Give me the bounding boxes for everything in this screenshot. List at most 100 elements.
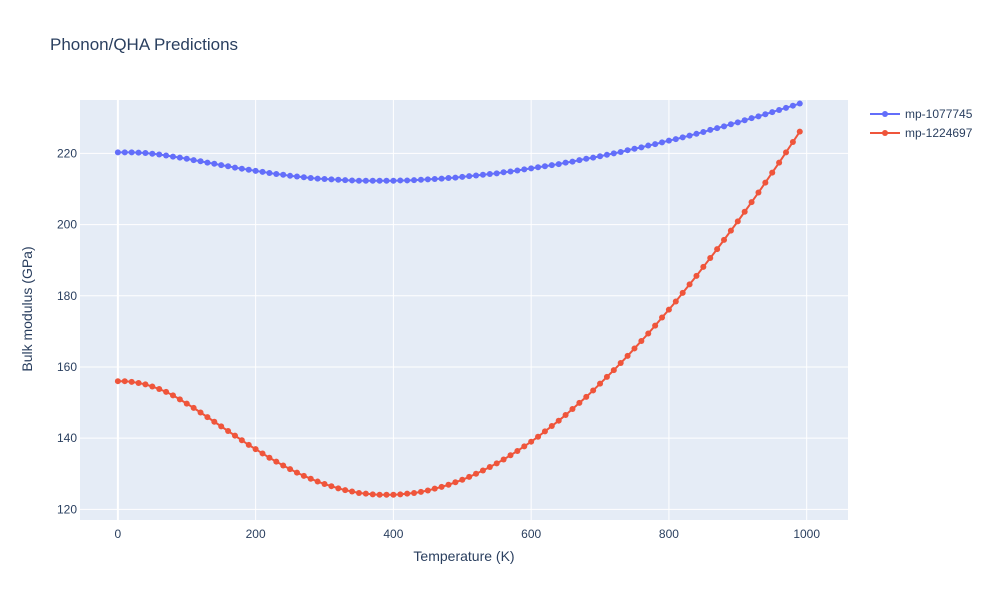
data-point xyxy=(231,164,238,171)
data-point xyxy=(686,132,693,139)
data-point xyxy=(693,130,700,137)
data-point xyxy=(169,392,176,399)
data-point xyxy=(672,298,679,305)
data-point xyxy=(452,174,459,181)
x-tick-label: 800 xyxy=(659,527,679,541)
legend-item[interactable]: mp-1077745 xyxy=(870,107,973,121)
data-point xyxy=(225,428,232,435)
data-point xyxy=(652,141,659,148)
data-point xyxy=(638,144,645,151)
data-point xyxy=(583,393,590,400)
data-point xyxy=(617,148,624,155)
data-point xyxy=(149,150,156,157)
data-point xyxy=(204,159,211,166)
data-point xyxy=(631,345,638,352)
y-tick-label: 220 xyxy=(57,146,77,160)
data-point xyxy=(328,176,335,183)
data-point xyxy=(714,125,721,132)
data-point xyxy=(727,227,734,234)
series-mp-1224697 xyxy=(114,128,803,498)
data-point xyxy=(438,175,445,182)
data-point xyxy=(769,109,776,116)
data-point xyxy=(693,272,700,279)
data-point xyxy=(404,177,411,184)
data-point xyxy=(438,483,445,490)
data-point xyxy=(355,489,362,496)
data-point xyxy=(431,485,438,492)
data-point xyxy=(183,400,190,407)
data-point xyxy=(238,165,245,172)
data-point xyxy=(293,469,300,476)
legend-item[interactable]: mp-1224697 xyxy=(870,126,973,140)
data-point xyxy=(486,171,493,178)
data-point xyxy=(700,129,707,136)
y-tick-label: 140 xyxy=(57,431,77,445)
data-point xyxy=(245,441,252,448)
data-point xyxy=(280,171,287,178)
data-point xyxy=(507,452,514,459)
data-point xyxy=(479,171,486,178)
data-point xyxy=(397,491,404,498)
data-point xyxy=(390,177,397,184)
data-point xyxy=(273,171,280,178)
data-point xyxy=(700,263,707,270)
data-point xyxy=(541,428,548,435)
data-point xyxy=(610,150,617,157)
data-point xyxy=(404,490,411,497)
data-point xyxy=(300,174,307,181)
data-point xyxy=(479,467,486,474)
data-point xyxy=(156,151,163,158)
data-point xyxy=(721,236,728,243)
data-point xyxy=(314,175,321,182)
data-point xyxy=(204,414,211,421)
x-tick-label: 200 xyxy=(246,527,266,541)
legend: mp-1077745 mp-1224697 xyxy=(870,107,973,140)
data-point xyxy=(252,446,259,453)
data-point xyxy=(280,462,287,469)
data-point xyxy=(459,173,466,180)
data-point xyxy=(314,478,321,485)
data-point xyxy=(500,169,507,176)
data-point xyxy=(225,163,232,170)
data-point xyxy=(466,173,473,180)
data-point xyxy=(541,163,548,170)
x-tick-label: 400 xyxy=(383,527,403,541)
data-point xyxy=(521,166,528,173)
data-point xyxy=(603,151,610,158)
data-point xyxy=(645,142,652,149)
data-point xyxy=(548,162,555,169)
data-point xyxy=(528,438,535,445)
data-point xyxy=(576,399,583,406)
data-point xyxy=(383,491,390,498)
data-point xyxy=(307,475,314,482)
data-point xyxy=(500,456,507,463)
data-point xyxy=(445,174,452,181)
data-point xyxy=(342,177,349,184)
data-point xyxy=(176,396,183,403)
data-point xyxy=(789,102,796,109)
data-point xyxy=(783,104,790,111)
data-point xyxy=(734,119,741,126)
y-tick-label: 120 xyxy=(57,502,77,516)
data-point xyxy=(679,289,686,296)
data-point xyxy=(211,418,218,425)
y-axis-title: Bulk modulus (GPa) xyxy=(19,246,35,371)
data-point xyxy=(293,173,300,180)
series-mp-1077745 xyxy=(114,100,803,184)
data-point xyxy=(590,154,597,161)
data-point xyxy=(376,491,383,498)
data-point xyxy=(411,177,418,184)
data-point xyxy=(397,177,404,184)
data-point xyxy=(514,167,521,174)
data-point xyxy=(335,176,342,183)
data-point xyxy=(569,158,576,165)
data-point xyxy=(197,409,204,416)
data-point xyxy=(135,379,142,386)
data-point xyxy=(411,489,418,496)
data-point xyxy=(521,443,528,450)
data-point xyxy=(631,145,638,152)
data-point xyxy=(493,170,500,177)
data-point xyxy=(163,388,170,395)
data-point xyxy=(576,157,583,164)
data-point xyxy=(190,157,197,164)
